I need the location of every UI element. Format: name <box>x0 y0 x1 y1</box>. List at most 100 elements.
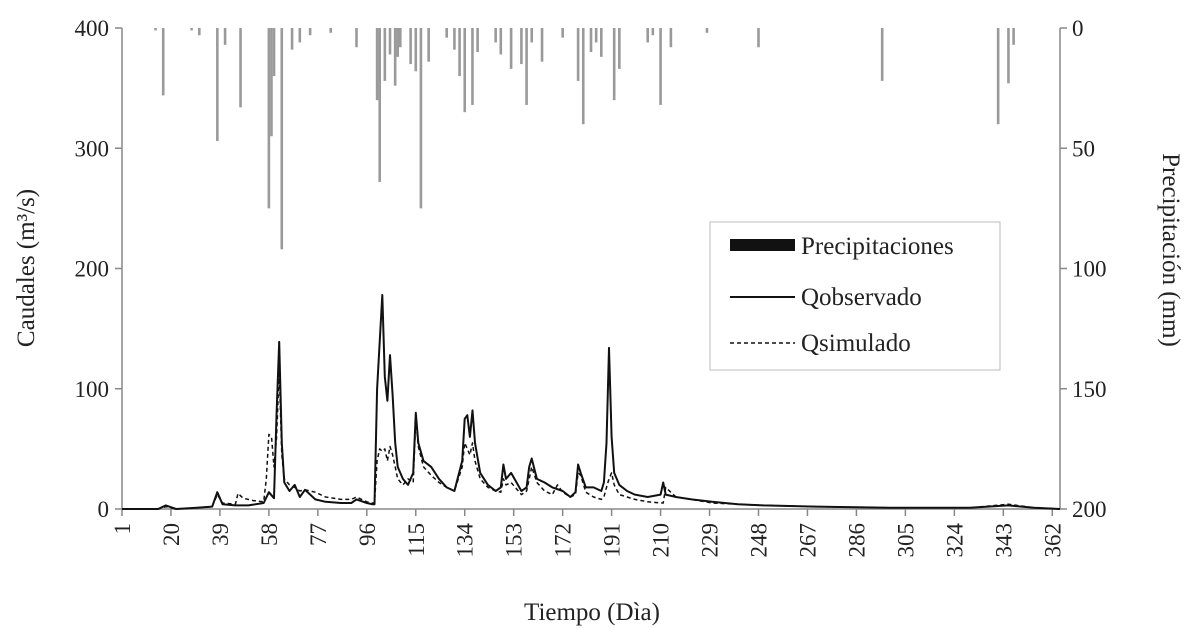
precip-bar <box>388 28 392 55</box>
precip-bar <box>499 28 503 55</box>
y2-tick-label: 0 <box>1072 16 1084 41</box>
precip-bar <box>525 28 528 105</box>
precip-bar <box>393 28 397 86</box>
precip-bar <box>530 28 534 43</box>
y-tick-label: 200 <box>75 257 110 282</box>
precip-bar <box>618 28 621 69</box>
precip-bar <box>383 28 387 81</box>
x-tick-label: 1 <box>110 523 135 535</box>
precip-bar <box>705 28 709 33</box>
x-tick-label: 305 <box>893 523 918 558</box>
precip-bar <box>520 28 523 65</box>
precip-bar <box>161 28 165 96</box>
precip-bar <box>659 28 662 105</box>
precip-bar <box>471 28 474 105</box>
qobservado-line <box>122 294 1061 510</box>
precipitation-bars <box>154 28 1015 250</box>
precip-bar <box>1007 28 1010 84</box>
precip-bar <box>290 28 294 50</box>
flow-lines <box>122 294 1061 510</box>
precip-bar <box>427 28 430 62</box>
precip-bar <box>651 28 655 36</box>
precip-bar <box>561 28 564 38</box>
x-tick-label: 58 <box>257 523 282 546</box>
x-tick-label: 115 <box>404 523 429 557</box>
precip-bar <box>880 28 884 81</box>
precip-bar <box>600 28 603 57</box>
precip-bar <box>1012 28 1015 45</box>
y2-tick-label: 100 <box>1072 257 1107 282</box>
x-tick-label: 153 <box>502 523 527 558</box>
precip-bar <box>646 28 649 43</box>
precip-bar <box>996 28 1000 125</box>
y2-axis-title: Precipitación (mm) <box>1157 153 1184 347</box>
axes <box>115 27 1067 516</box>
precip-bar <box>589 28 593 53</box>
precip-bar <box>463 28 467 113</box>
precip-bar <box>458 28 461 77</box>
x-tick-label: 210 <box>649 523 674 558</box>
y-tick-label: 0 <box>98 497 110 522</box>
precip-bar <box>239 28 242 108</box>
precip-bar <box>198 28 201 36</box>
y2-tick-label: 200 <box>1072 497 1107 522</box>
precip-bar <box>594 28 598 43</box>
tick-labels: 0 100 200 300 400 0 50 100 150 200 1 20 39 58 77 96 115 1… <box>75 16 1107 558</box>
precip-bar <box>399 28 402 48</box>
precip-bar <box>223 28 227 45</box>
y-axis-title: Caudales (m³/s) <box>13 189 40 347</box>
x-tick-label: 343 <box>991 523 1016 558</box>
precip-bar <box>216 28 219 142</box>
precip-bar <box>308 28 312 36</box>
precip-bar <box>378 28 381 182</box>
precip-bar <box>581 28 585 125</box>
x-tick-label: 96 <box>355 523 380 546</box>
legend-label-qsimulado: Qsimulado <box>801 330 911 357</box>
precip-bar <box>476 28 479 53</box>
precip-bar <box>298 28 302 43</box>
precip-bar <box>612 28 616 101</box>
x-tick-label: 134 <box>453 523 478 558</box>
y2-tick-label: 150 <box>1072 377 1107 402</box>
x-tick-label: 248 <box>747 523 772 558</box>
x-tick-label: 39 <box>208 523 233 546</box>
y-tick-label: 400 <box>75 16 110 41</box>
precip-bar <box>355 28 358 48</box>
precip-bar <box>154 28 157 31</box>
precip-bar <box>270 28 273 137</box>
precip-bar <box>375 28 379 101</box>
precip-bar <box>509 28 513 69</box>
precip-bar <box>445 28 448 38</box>
x-axis-title: Tiempo (Dìa) <box>524 599 660 626</box>
precip-bar <box>540 28 544 62</box>
y2-tick-label: 50 <box>1072 136 1095 161</box>
legend-label-precipitaciones: Precipitaciones <box>801 233 954 260</box>
x-tick-label: 362 <box>1040 523 1065 558</box>
legend-label-qobservado: Qobservado <box>801 284 922 311</box>
y-tick-label: 100 <box>75 377 110 402</box>
precip-bar <box>396 28 400 57</box>
precip-bar <box>414 28 418 72</box>
precip-bar <box>267 28 271 209</box>
precip-bar <box>419 28 423 209</box>
x-tick-label: 20 <box>159 523 184 546</box>
y-tick-label: 300 <box>75 136 110 161</box>
x-tick-label: 267 <box>795 523 820 558</box>
precip-bar <box>576 28 580 81</box>
x-tick-label: 286 <box>844 523 869 558</box>
legend: Precipitaciones Qobservado Qsimulado <box>709 221 1001 371</box>
precip-bar <box>669 28 673 48</box>
x-tick-label: 324 <box>942 523 967 558</box>
precip-bar <box>272 28 276 77</box>
precip-bar <box>453 28 456 50</box>
precip-bar <box>409 28 412 65</box>
precip-bar <box>280 28 284 250</box>
precip-bar <box>190 28 193 31</box>
legend-swatch-precipitaciones <box>730 239 795 251</box>
x-tick-label: 77 <box>306 523 331 546</box>
precip-bar <box>757 28 760 48</box>
x-tick-label: 191 <box>600 523 625 558</box>
x-tick-label: 172 <box>551 523 576 558</box>
precip-bar <box>329 28 333 33</box>
